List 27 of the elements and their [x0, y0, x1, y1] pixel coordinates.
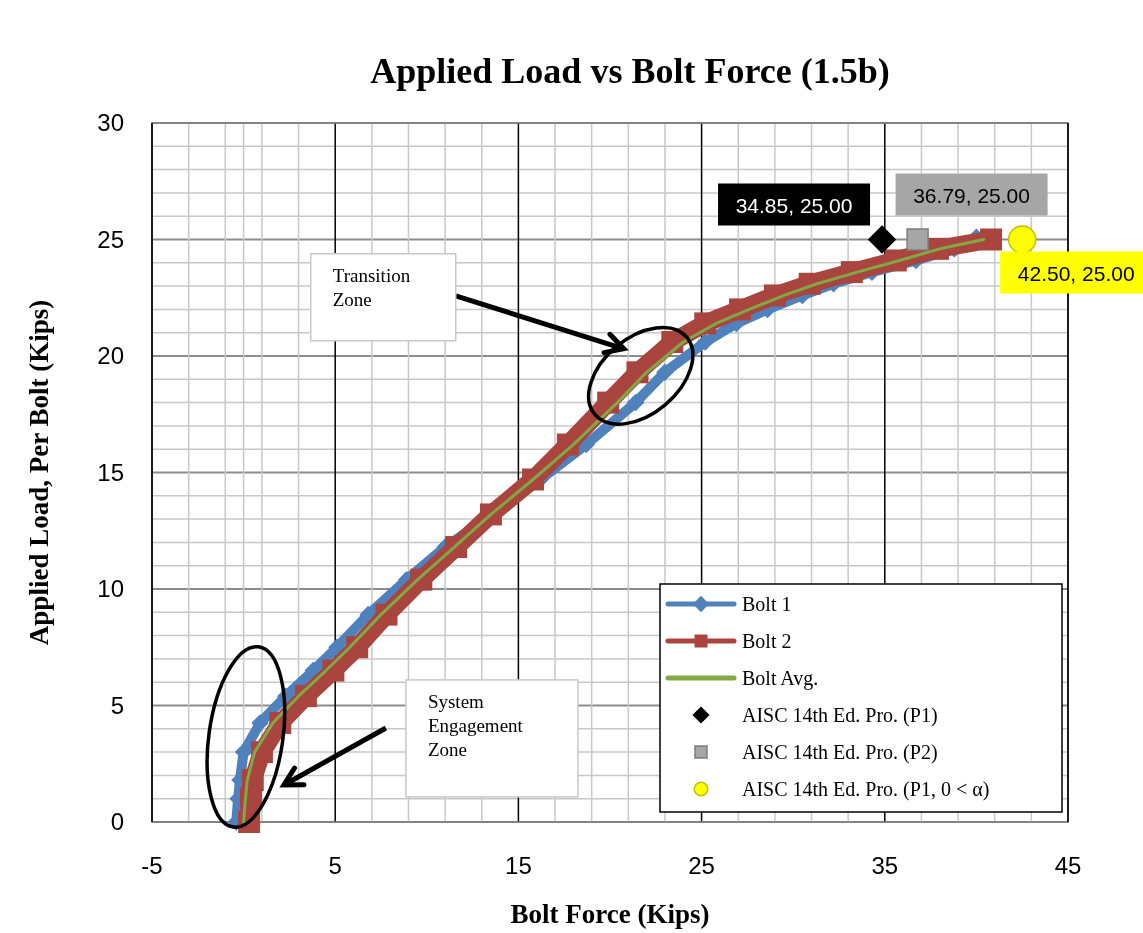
- legend-label: AISC 14th Ed. Pro. (P1): [742, 704, 938, 727]
- chart-title: Applied Load vs Bolt Force (1.5b): [370, 51, 890, 91]
- y-tick-label: 20: [97, 342, 124, 369]
- y-tick-label: 10: [97, 575, 124, 602]
- x-tick-label: 35: [871, 852, 899, 879]
- y-axis-title: Applied Load, Per Bolt (Kips): [24, 299, 54, 646]
- legend-label: AISC 14th Ed. Pro. (P2): [742, 741, 938, 764]
- x-tick-label: 5: [328, 852, 342, 879]
- legend-label: Bolt 1: [742, 593, 792, 615]
- x-tick-label: 15: [505, 852, 532, 879]
- x-tick-label: 45: [1054, 852, 1082, 879]
- y-tick-label: 5: [110, 691, 124, 719]
- legend-label: Bolt 2: [742, 630, 792, 652]
- y-tick-label: 15: [97, 458, 124, 486]
- data-label: 42.50, 25.00: [1017, 261, 1135, 285]
- legend-label: AISC 14th Ed. Pro. (P1, 0 < α): [742, 778, 990, 801]
- y-tick-label: 30: [97, 109, 124, 136]
- annotation: Transition Zone: [332, 264, 411, 310]
- annotation: System Engagement Zone: [427, 690, 524, 760]
- x-tick-label: -5: [141, 852, 163, 879]
- data-label: 34.85, 25.00: [735, 193, 853, 217]
- data-label: 36.79, 25.00: [913, 183, 1030, 207]
- x-tick-label: 25: [688, 852, 715, 879]
- x-axis-title: Bolt Force (Kips): [510, 899, 710, 929]
- legend-label: Bolt Avg.: [742, 667, 819, 690]
- y-tick-label: 25: [97, 225, 124, 253]
- y-tick-label: 0: [110, 808, 124, 835]
